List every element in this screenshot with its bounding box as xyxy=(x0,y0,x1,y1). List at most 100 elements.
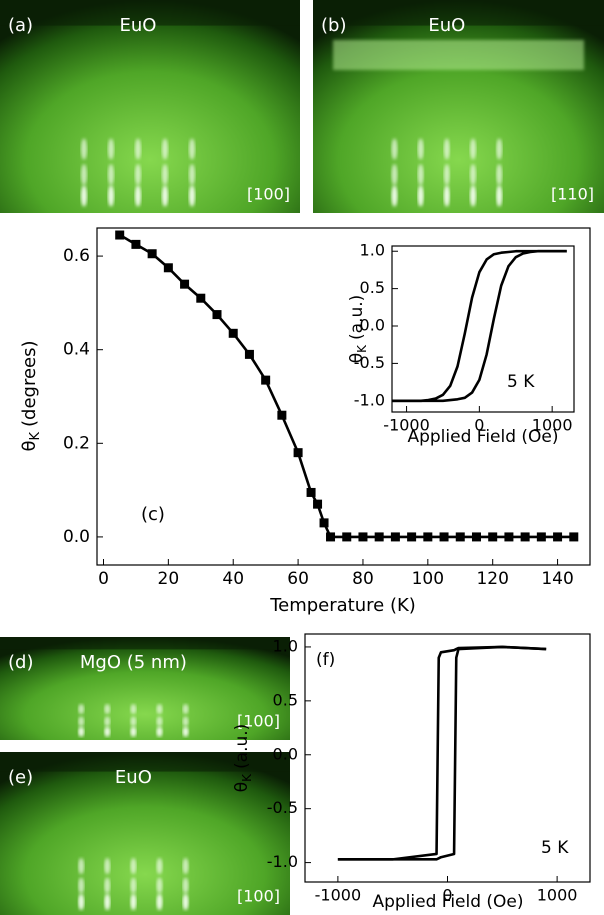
screen-glow xyxy=(333,40,584,70)
diffraction-streak xyxy=(470,138,477,160)
diffraction-streak xyxy=(104,703,111,715)
data-marker xyxy=(196,293,206,303)
diffraction-streak xyxy=(130,893,137,911)
data-marker xyxy=(244,349,254,359)
diffraction-streak xyxy=(391,185,398,207)
annotation: (f) xyxy=(316,650,335,670)
diffraction-streak xyxy=(496,164,503,186)
rheed-image xyxy=(0,637,290,740)
plot-frame xyxy=(391,245,575,413)
diffraction-streak xyxy=(496,138,503,160)
data-marker xyxy=(488,532,498,542)
data-marker xyxy=(293,448,303,458)
annotation: 5 K xyxy=(507,372,535,392)
data-marker xyxy=(228,328,238,338)
y-label-subscript: K xyxy=(28,432,43,441)
data-marker xyxy=(212,310,222,320)
diffraction-streak xyxy=(130,716,137,727)
diffraction-streak xyxy=(417,164,424,186)
panel-title: EuO xyxy=(120,15,157,36)
annotation: (c) xyxy=(141,504,165,525)
y-axis-label: θK (a.u.) xyxy=(232,724,254,793)
diffraction-streak xyxy=(78,893,85,911)
series-line xyxy=(337,645,547,861)
data-marker xyxy=(313,499,323,509)
y-label-subscript: K xyxy=(240,773,254,782)
diffraction-streak xyxy=(135,164,141,186)
data-marker xyxy=(319,518,329,528)
data-marker xyxy=(471,532,481,542)
x-tick-label: 0 xyxy=(98,569,109,589)
y-tick-label: -1.0 xyxy=(354,390,385,409)
diffraction-streak xyxy=(156,857,163,875)
data-marker xyxy=(423,532,433,542)
diffraction-streak xyxy=(130,726,137,737)
y-label-symbol: θ xyxy=(19,441,40,452)
diffraction-streak xyxy=(189,164,195,186)
diffraction-streak xyxy=(78,703,85,715)
y-tick-label: 1.0 xyxy=(360,241,385,260)
diffraction-streak xyxy=(156,726,163,737)
chart: 0 20 40 60 80 100 120 140 0.0 0.2 0.4 0.6 Temperatur… xyxy=(19,227,591,616)
diffraction-streak xyxy=(78,877,85,894)
diffraction-streak xyxy=(78,716,85,727)
diffraction-streak xyxy=(130,877,137,894)
x-tick-label: 20 xyxy=(158,569,180,589)
x-tick-label: 40 xyxy=(222,569,244,589)
data-marker xyxy=(520,532,530,542)
diffraction-streak xyxy=(135,185,141,207)
diffraction-streak xyxy=(417,138,424,160)
y-tick-label: -0.5 xyxy=(267,798,298,817)
data-marker xyxy=(180,279,190,289)
diffraction-streak xyxy=(162,138,168,160)
diffraction-streak xyxy=(391,164,398,186)
series-line xyxy=(392,249,567,403)
chart: -1000 0 1000 -1.0 -0.5 0.0 0.5 1.0 Applied Field… xyxy=(347,241,575,447)
y-tick-label: 0.2 xyxy=(63,433,90,453)
rheed-panel: (d) MgO (5 nm) [100] xyxy=(0,637,290,740)
data-marker xyxy=(536,532,546,542)
diffraction-streak xyxy=(104,877,111,894)
diffraction-streak xyxy=(189,185,195,207)
y-label-symbol: θ xyxy=(347,353,367,363)
panel-title: EuO xyxy=(428,15,465,36)
rheed-image xyxy=(0,752,290,915)
y-axis-label: θK (a.u.) xyxy=(347,295,369,364)
x-tick-label: 1000 xyxy=(537,886,578,905)
data-marker xyxy=(407,532,417,542)
data-marker xyxy=(390,532,400,542)
y-label-text: (a.u.) xyxy=(347,295,367,340)
screen-shadow xyxy=(0,752,290,772)
diffraction-streak xyxy=(104,716,111,727)
data-marker xyxy=(115,230,125,240)
diffraction-streak xyxy=(104,726,111,737)
screen-shadow xyxy=(0,0,300,26)
crystal-direction: [100] xyxy=(237,887,280,906)
y-tick-label: 0.4 xyxy=(63,340,90,360)
diffraction-streak xyxy=(130,857,137,875)
diffraction-streak xyxy=(78,726,85,737)
x-tick-label: 100 xyxy=(412,569,444,589)
rheed-image xyxy=(0,0,300,213)
x-axis-label: Temperature (K) xyxy=(269,595,416,616)
data-marker xyxy=(131,239,141,249)
panel-label: (e) xyxy=(8,767,33,788)
diffraction-streak xyxy=(182,893,189,911)
diffraction-streak xyxy=(182,857,189,875)
x-tick-label: -1000 xyxy=(383,416,430,435)
x-tick-label: 0 xyxy=(474,416,484,435)
y-tick-label: 0.5 xyxy=(273,690,298,709)
diffraction-streak xyxy=(470,185,477,207)
x-tick-label: 120 xyxy=(476,569,508,589)
diffraction-streak xyxy=(182,726,189,737)
data-marker xyxy=(342,532,352,542)
crystal-direction: [100] xyxy=(247,185,290,204)
diffraction-streak xyxy=(156,703,163,715)
diffraction-streak xyxy=(104,893,111,911)
diffraction-streak xyxy=(156,716,163,727)
data-marker xyxy=(163,263,173,273)
series-line xyxy=(337,645,547,861)
y-label-symbol: θ xyxy=(232,782,252,792)
plot-frame xyxy=(96,227,591,566)
